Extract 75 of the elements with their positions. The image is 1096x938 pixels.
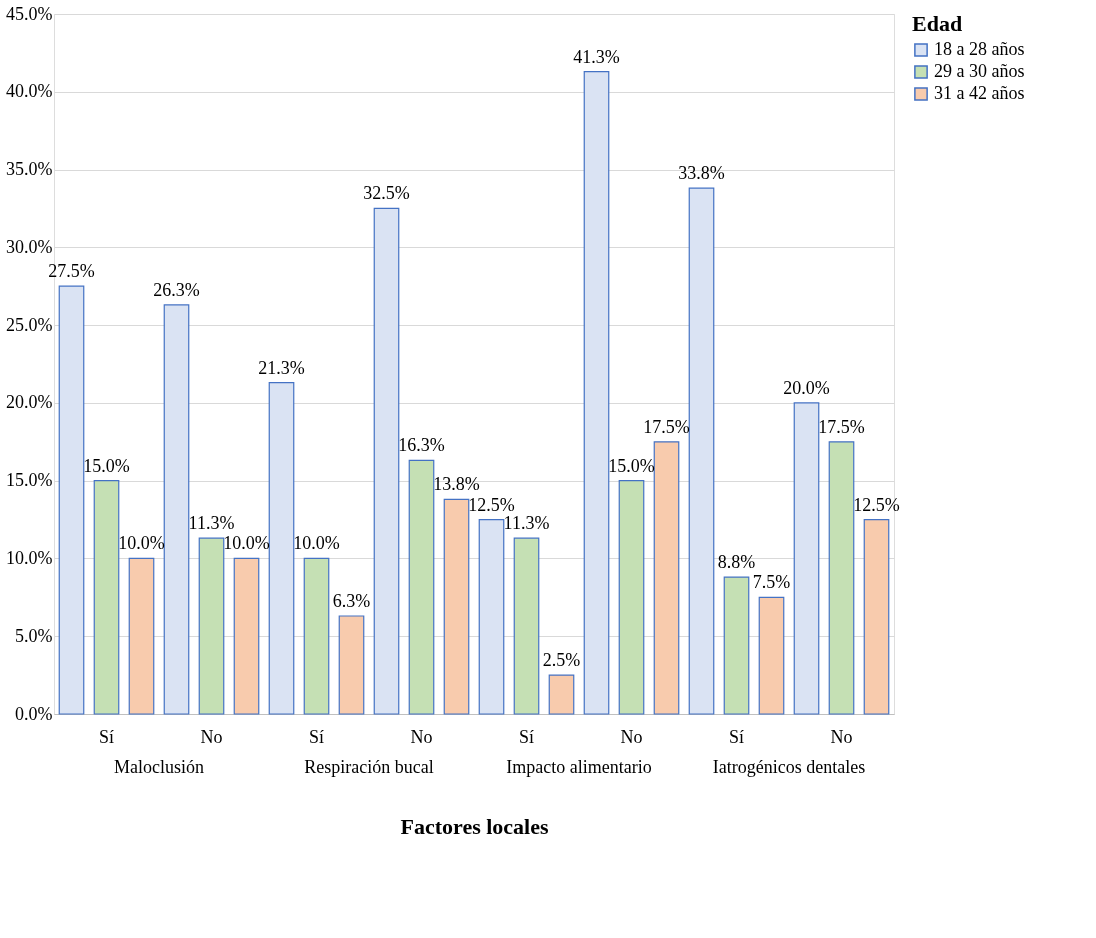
- data-label: 10.0%: [118, 533, 165, 554]
- data-label: 27.5%: [48, 261, 95, 282]
- legend-label: 29 a 30 años: [934, 61, 1025, 81]
- bar: [793, 402, 820, 715]
- bar: [408, 459, 435, 715]
- data-label: 7.5%: [752, 572, 791, 593]
- bar: [828, 441, 855, 715]
- x-tick-label: No: [620, 726, 643, 747]
- bar: [688, 187, 715, 715]
- text: Maloclusión: [114, 757, 204, 777]
- bar: [268, 382, 295, 715]
- data-label: 32.5%: [363, 183, 410, 204]
- data-label: 10.0%: [223, 533, 270, 554]
- text: Respiración bucal: [304, 757, 434, 777]
- data-label: 11.3%: [503, 513, 550, 534]
- text: Iatrogénicos dentales: [712, 757, 866, 777]
- bar: [163, 304, 190, 715]
- bar: [233, 557, 260, 715]
- data-label: 12.5%: [468, 494, 515, 515]
- data-label: 21.3%: [258, 357, 305, 378]
- bar: [723, 576, 750, 715]
- bar: [513, 537, 540, 715]
- bar: [863, 518, 890, 715]
- legend-label: 18 a 28 años: [934, 39, 1025, 59]
- legend-label: 31 a 42 años: [934, 83, 1025, 103]
- data-label: 17.5%: [818, 416, 865, 437]
- bar: [128, 557, 155, 715]
- text: Impacto alimentario: [506, 757, 652, 777]
- data-label: 15.0%: [83, 455, 130, 476]
- data-label: 12.5%: [853, 494, 900, 515]
- bar: [303, 557, 330, 715]
- y-tick-label: 15.0%: [6, 470, 53, 491]
- x-tick-label: Sí: [728, 726, 745, 747]
- y-tick-label: 25.0%: [6, 314, 53, 335]
- legend-title: Edad: [912, 11, 963, 36]
- x-axis-title: Factores locales: [400, 813, 549, 839]
- y-tick-label: 40.0%: [6, 81, 53, 102]
- y-tick-label: 20.0%: [6, 392, 53, 413]
- y-tick-label: 0.0%: [15, 703, 53, 724]
- data-label: 33.8%: [678, 163, 725, 184]
- bar: [478, 518, 505, 715]
- bar: [93, 480, 120, 715]
- y-tick-label: 10.0%: [6, 547, 53, 568]
- data-label: 13.8%: [433, 474, 480, 495]
- data-label: 10.0%: [293, 533, 340, 554]
- bar: [198, 537, 225, 715]
- data-label: 8.8%: [717, 552, 756, 573]
- data-label: 20.0%: [783, 377, 830, 398]
- y-tick-label: 45.0%: [6, 3, 53, 24]
- bar: [58, 285, 85, 715]
- data-label: 2.5%: [542, 650, 581, 671]
- y-tick-label: 35.0%: [6, 159, 53, 180]
- bar: [338, 615, 365, 715]
- bar: [443, 498, 470, 715]
- data-label: 17.5%: [643, 416, 690, 437]
- bar: [583, 70, 610, 715]
- y-tick-label: 5.0%: [15, 625, 53, 646]
- bar: [548, 674, 575, 715]
- x-tick-label: Sí: [518, 726, 535, 747]
- x-tick-label: Sí: [98, 726, 115, 747]
- y-tick-label: 30.0%: [6, 236, 53, 257]
- data-label: 16.3%: [398, 435, 445, 456]
- data-label: 15.0%: [608, 455, 655, 476]
- x-tick-label: Sí: [308, 726, 325, 747]
- bar: [618, 480, 645, 715]
- data-label: 26.3%: [153, 279, 200, 300]
- bar: [373, 207, 400, 715]
- bar: [653, 441, 680, 715]
- x-tick-label: No: [830, 726, 853, 747]
- data-label: 41.3%: [573, 46, 620, 67]
- x-tick-label: No: [410, 726, 433, 747]
- data-label: 6.3%: [332, 591, 371, 611]
- x-tick-label: No: [200, 726, 223, 747]
- bar: [758, 596, 785, 715]
- data-label: 11.3%: [188, 513, 235, 534]
